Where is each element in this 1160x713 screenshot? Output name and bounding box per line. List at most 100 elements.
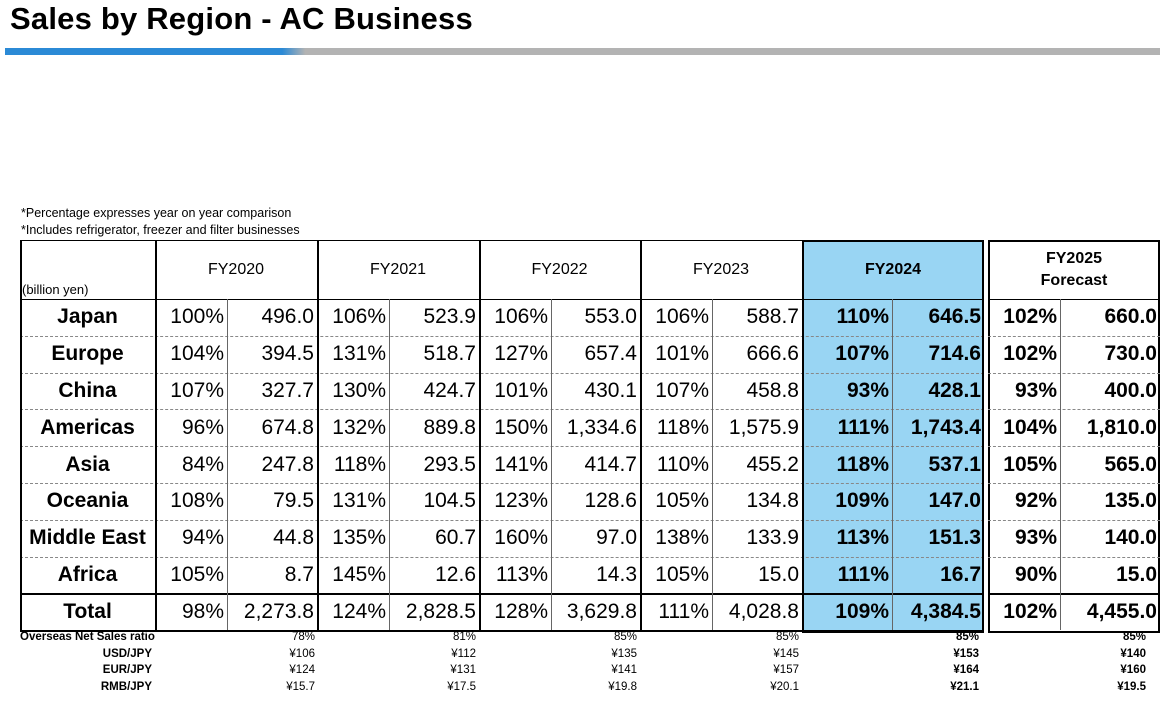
sales-value: 1,575.9 — [728, 415, 799, 439]
yoy-percentage: 102% — [1003, 342, 1057, 366]
grid-line — [20, 519, 984, 521]
footer-value: ¥140 — [1120, 647, 1146, 660]
grid-line — [988, 446, 1160, 448]
yoy-percentage: 118% — [656, 415, 709, 439]
grid-line — [20, 372, 984, 374]
year-label: FY2020 — [207, 260, 265, 278]
sales-value: 12.6 — [435, 562, 476, 586]
fy2024-border — [802, 240, 984, 634]
title-underline-bar — [5, 48, 1160, 55]
sales-value: 3,629.8 — [566, 599, 637, 623]
sales-value: 140.0 — [1104, 526, 1157, 550]
footer-value: ¥135 — [611, 647, 637, 660]
region-africa: Africa — [57, 562, 118, 586]
yoy-percentage: 118% — [836, 452, 889, 476]
grid-line — [317, 240, 319, 631]
yoy-percentage: 106% — [494, 305, 548, 329]
yoy-percentage: 106% — [655, 305, 709, 329]
yoy-percentage: 90% — [1014, 562, 1057, 586]
yoy-percentage: 105% — [655, 562, 709, 586]
sales-value: 2,273.8 — [243, 599, 314, 623]
region-oceania: Oceania — [46, 489, 129, 513]
year-header-fy2023: FY2023 — [640, 240, 802, 299]
grid-line — [20, 483, 984, 484]
grid-line — [988, 372, 1160, 374]
sales-value: 133.9 — [746, 526, 799, 550]
yoy-percentage: 131% — [332, 489, 386, 513]
sales-value: 1,334.6 — [566, 415, 637, 439]
sales-value: 147.0 — [928, 489, 981, 513]
year-header-fy2022: FY2022 — [479, 240, 640, 299]
sales-value: 889.8 — [423, 415, 476, 439]
footer-value: ¥141 — [611, 664, 637, 676]
sales-value: 400.0 — [1104, 378, 1157, 402]
footer-value: 78% — [291, 631, 315, 643]
yoy-percentage: 150% — [494, 415, 548, 439]
grid-line — [988, 335, 1160, 337]
year-header-fy2025: FY2025 Forecast — [988, 240, 1160, 299]
footer-value: ¥15.7 — [286, 680, 315, 693]
yoy-percentage: 107% — [170, 378, 224, 402]
grid-line — [988, 483, 1160, 484]
grid-line — [640, 240, 642, 631]
grid-line — [20, 556, 984, 558]
footer-value: 81% — [452, 631, 476, 643]
yoy-percentage: 141% — [494, 452, 548, 476]
grid-line — [551, 299, 552, 631]
yoy-percentage: 101% — [494, 378, 548, 402]
region-europe: Europe — [51, 342, 124, 366]
sales-value: 646.5 — [928, 305, 981, 329]
sales-value: 8.7 — [284, 562, 314, 586]
yoy-percentage: 106% — [332, 305, 386, 329]
sales-value: 16.7 — [940, 562, 981, 586]
year-sublabel: Forecast — [1040, 271, 1108, 289]
yoy-percentage: 132% — [332, 415, 386, 439]
grid-line — [20, 240, 22, 631]
sales-value: 428.1 — [928, 378, 981, 402]
grid-line — [988, 556, 1160, 558]
yoy-percentage: 107% — [835, 342, 889, 366]
grid-line — [20, 240, 984, 241]
yoy-percentage: 109% — [835, 599, 889, 623]
yoy-percentage: 108% — [170, 489, 224, 513]
sales-value: 14.3 — [596, 562, 637, 586]
note-includes: *Includes refrigerator, freezer and filt… — [21, 223, 300, 237]
grid-line — [20, 299, 984, 300]
footer-value: ¥112 — [451, 647, 476, 660]
region-japan: Japan — [57, 305, 118, 329]
yoy-percentage: 138% — [655, 526, 709, 550]
yoy-percentage: 135% — [332, 526, 386, 550]
footer-value: ¥131 — [450, 664, 476, 676]
sales-value: 523.9 — [423, 305, 476, 329]
yoy-percentage: 111% — [658, 599, 709, 623]
sales-value: 394.5 — [261, 342, 314, 366]
footer-value: ¥17.5 — [447, 680, 476, 693]
region-asia: Asia — [65, 452, 110, 476]
grid-line — [227, 299, 228, 631]
region-china: China — [58, 378, 117, 402]
grid-line — [892, 299, 893, 631]
yoy-percentage: 93% — [1014, 526, 1057, 550]
yoy-percentage: 104% — [1003, 415, 1057, 439]
sales-value: 4,455.0 — [1086, 599, 1157, 623]
grid-line — [988, 593, 1160, 596]
yoy-percentage: 93% — [1014, 378, 1057, 402]
footer-value: ¥157 — [773, 664, 799, 676]
sales-value: 414.7 — [584, 452, 637, 476]
sales-value: 657.4 — [584, 342, 637, 366]
footer-value: ¥19.5 — [1117, 680, 1146, 693]
yoy-percentage: 110% — [656, 452, 709, 476]
yoy-percentage: 105% — [655, 489, 709, 513]
footer-value: ¥153 — [953, 647, 979, 660]
grid-line — [712, 299, 713, 631]
yoy-percentage: 105% — [170, 562, 224, 586]
page-title: Sales by Region - AC Business — [10, 1, 473, 36]
year-label: FY2025 — [1045, 249, 1103, 267]
sales-value: 327.7 — [261, 378, 314, 402]
yoy-percentage: 130% — [332, 378, 386, 402]
footer-value: 85% — [1122, 631, 1146, 643]
grid-line — [20, 335, 984, 337]
yoy-percentage: 111% — [837, 415, 889, 439]
yoy-percentage: 109% — [835, 489, 889, 513]
year-header-fy2024: FY2024 — [802, 240, 984, 299]
